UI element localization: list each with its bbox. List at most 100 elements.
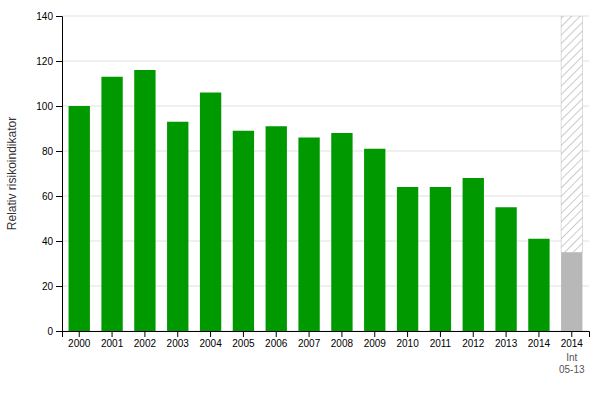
tick-mark (56, 241, 62, 242)
tick-mark (243, 331, 244, 337)
tick: 2013 (495, 331, 518, 349)
tick-mark (56, 16, 62, 17)
tick-mark (56, 286, 62, 287)
bar (561, 252, 582, 331)
tick: 2002 (134, 331, 157, 349)
bar (101, 77, 122, 331)
bar (298, 138, 319, 332)
tick-mark (56, 331, 62, 332)
tick-label: 2011 (430, 338, 452, 349)
chart: 0204060801001201402000200120022003200420… (0, 0, 605, 393)
bar (463, 178, 484, 331)
tick-label: 120 (36, 56, 53, 67)
tick: 20 (42, 281, 62, 292)
x-axis: 2000 2001 2002 2003 2004 2005 2006 2007 2008 2009… (63, 331, 590, 349)
grid-line (62, 61, 589, 62)
tick: 2000 (68, 331, 91, 349)
bar (397, 187, 418, 331)
tick-mark (407, 331, 408, 337)
tick-mark (538, 331, 539, 337)
tick-mark (56, 106, 62, 107)
tick-mark (374, 331, 375, 337)
tick: 2009 (364, 331, 387, 349)
tick-label: 2005 (232, 338, 255, 349)
axis-line (56, 17, 63, 332)
tick-label: 140 (36, 11, 53, 22)
tick-mark (144, 331, 145, 337)
bar (430, 187, 451, 331)
axis-line (63, 332, 590, 338)
bar (134, 70, 155, 331)
tick: 2006 (265, 331, 288, 349)
tick-label: 0 (47, 326, 53, 337)
tick: 80 (42, 146, 62, 157)
tick: 2004 (199, 331, 222, 349)
y-axis-title: Relativ risikoindikator (5, 117, 19, 230)
bar (167, 122, 188, 331)
tick-mark (276, 331, 277, 337)
bar (364, 149, 385, 331)
tick: 2014 (561, 331, 584, 349)
tick-label: 2002 (134, 338, 157, 349)
bar (266, 126, 287, 331)
tick-mark (112, 331, 113, 337)
tick-mark (571, 331, 572, 337)
bar (495, 207, 516, 331)
tick: 2008 (331, 331, 354, 349)
tick-mark (506, 331, 507, 337)
bars (69, 16, 583, 331)
bar (528, 239, 549, 331)
tick: 120 (36, 56, 62, 67)
tick-label: 2013 (495, 338, 518, 349)
tick-label: 2000 (68, 338, 91, 349)
tick-mark (177, 331, 178, 337)
tick-label: 20 (42, 281, 54, 292)
tick-mark (341, 331, 342, 337)
tick-mark (56, 151, 62, 152)
tick-label: 80 (42, 146, 54, 157)
tick-mark (210, 331, 211, 337)
tick: 100 (36, 101, 62, 112)
tick: 2014 (528, 331, 551, 349)
tick-label: 2014 (528, 338, 551, 349)
tick-label: 2003 (167, 338, 190, 349)
tick: 0 (47, 326, 62, 337)
tick-label: 60 (42, 191, 54, 202)
tick-mark (79, 331, 80, 337)
tick: 2003 (167, 331, 190, 349)
grid (62, 16, 589, 331)
bar (331, 133, 352, 331)
tick-label: 100 (36, 101, 53, 112)
tick-label: 2012 (462, 338, 485, 349)
tick: 2005 (232, 331, 255, 349)
tick: 2010 (396, 331, 419, 349)
y-axis: 0 20 40 60 80 100 120 140 (36, 11, 62, 337)
tick-label: 2007 (298, 338, 321, 349)
tick: 60 (42, 191, 62, 202)
tick: 140 (36, 11, 62, 22)
grid-line (62, 16, 589, 17)
plot: 0204060801001201402000200120022003200420… (36, 11, 589, 375)
tick-mark (473, 331, 474, 337)
bar (200, 93, 221, 332)
tick-label: 40 (42, 236, 54, 247)
bar-hatched (561, 16, 582, 252)
tick-mark (440, 331, 441, 337)
tick-label: 2010 (396, 338, 419, 349)
tick: 40 (42, 236, 62, 247)
tick-mark (309, 331, 310, 337)
tick-label: 2014 (561, 338, 584, 349)
annotation: Int05-13 (559, 352, 585, 375)
tick-label: 2008 (331, 338, 354, 349)
tick-label: 2006 (265, 338, 288, 349)
tick: 2011 (430, 331, 452, 349)
tick-label: 2001 (101, 338, 124, 349)
bar (69, 106, 90, 331)
tick-label: 2004 (199, 338, 222, 349)
tick-mark (56, 196, 62, 197)
tick-mark (56, 61, 62, 62)
tick: 2007 (298, 331, 321, 349)
tick: 2012 (462, 331, 485, 349)
tick-label: 2009 (364, 338, 387, 349)
tick: 2001 (101, 331, 124, 349)
